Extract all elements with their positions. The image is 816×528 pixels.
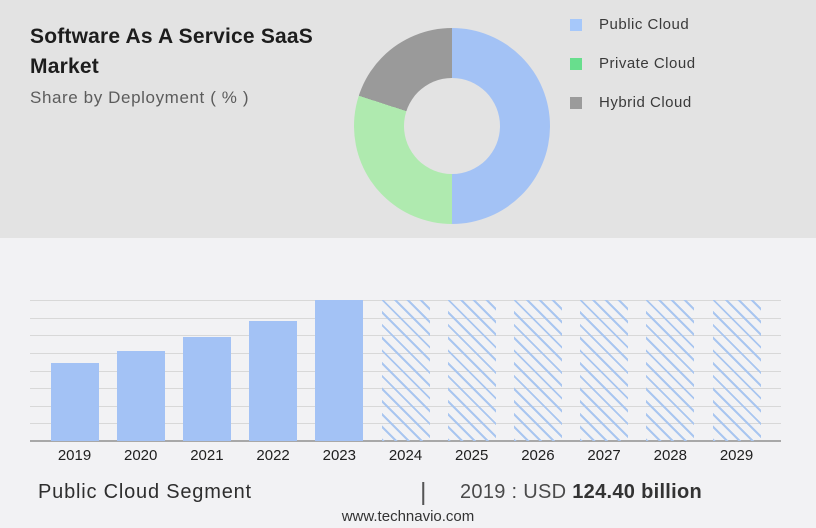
bar-2022 xyxy=(249,321,298,441)
legend-swatch-icon xyxy=(570,57,582,70)
x-axis-label-2021: 2021 xyxy=(190,447,224,464)
bar-2028-forecast xyxy=(646,300,695,441)
market-bar-chart xyxy=(30,300,781,442)
separator: | xyxy=(420,478,427,506)
website-url: www.technavio.com xyxy=(341,508,475,525)
donut-hole xyxy=(404,78,500,174)
bar-2020 xyxy=(116,351,165,441)
bar-2029-forecast xyxy=(712,300,761,441)
legend-label: Private Cloud xyxy=(599,55,696,72)
x-axis-label-2022: 2022 xyxy=(256,447,290,464)
legend-label: Public Cloud xyxy=(599,16,690,33)
segment-label: Public Cloud Segment xyxy=(38,481,252,503)
x-axis-label-2027: 2027 xyxy=(587,447,621,464)
x-axis-label-2024: 2024 xyxy=(388,447,423,464)
x-axis-line xyxy=(30,440,781,442)
legend-label: Hybrid Cloud xyxy=(599,94,692,111)
x-axis-label-2028: 2028 xyxy=(653,447,687,464)
x-axis-label-2023: 2023 xyxy=(322,447,356,464)
legend-swatch-icon xyxy=(570,18,582,31)
x-axis-label-2020: 2020 xyxy=(124,447,158,464)
bar-chart-section: 2019 2020 2021 2022 2023 2024 2025 2026 2027 2028… xyxy=(0,238,816,528)
bar-2024-forecast xyxy=(381,300,430,441)
x-axis-label-2019: 2019 xyxy=(57,447,92,464)
page-title: Software As A Service SaaS Market xyxy=(30,25,313,78)
bar-2026-forecast xyxy=(513,300,562,441)
value-amount: 124.40 billion xyxy=(572,481,703,503)
bar-2023 xyxy=(315,300,364,441)
segment-caption: Public Cloud Segment | 2019 : USD 124.40… xyxy=(0,478,816,508)
deployment-donut-chart xyxy=(354,28,550,224)
bar-2027-forecast xyxy=(580,300,629,441)
header-section: Software As A Service SaaS Market Share … xyxy=(0,0,816,238)
page-subtitle: Share by Deployment ( % ) xyxy=(30,88,250,107)
chart-legend: Public Cloud Private Cloud Hybrid Cloud xyxy=(570,5,696,122)
legend-item-public-cloud: Public Cloud xyxy=(570,5,696,44)
x-axis-label-2025: 2025 xyxy=(455,447,489,464)
bar-2025-forecast xyxy=(447,300,496,441)
legend-item-hybrid-cloud: Hybrid Cloud xyxy=(570,83,696,122)
x-axis-label-2029: 2029 xyxy=(719,447,754,464)
legend-swatch-icon xyxy=(570,96,582,109)
bar-2019 xyxy=(50,363,99,441)
title-block: Software As A Service SaaS Market Share … xyxy=(30,22,360,108)
legend-item-private-cloud: Private Cloud xyxy=(570,44,696,83)
value-prefix: 2019 : USD xyxy=(460,481,567,503)
x-axis-label-2026: 2026 xyxy=(521,447,555,464)
x-axis-labels: 2019 2020 2021 2022 2023 2024 2025 2026 2027 2028… xyxy=(30,447,781,467)
segment-value: 2019 : USD 124.40 billion xyxy=(460,481,702,504)
bar-2021 xyxy=(182,337,231,441)
